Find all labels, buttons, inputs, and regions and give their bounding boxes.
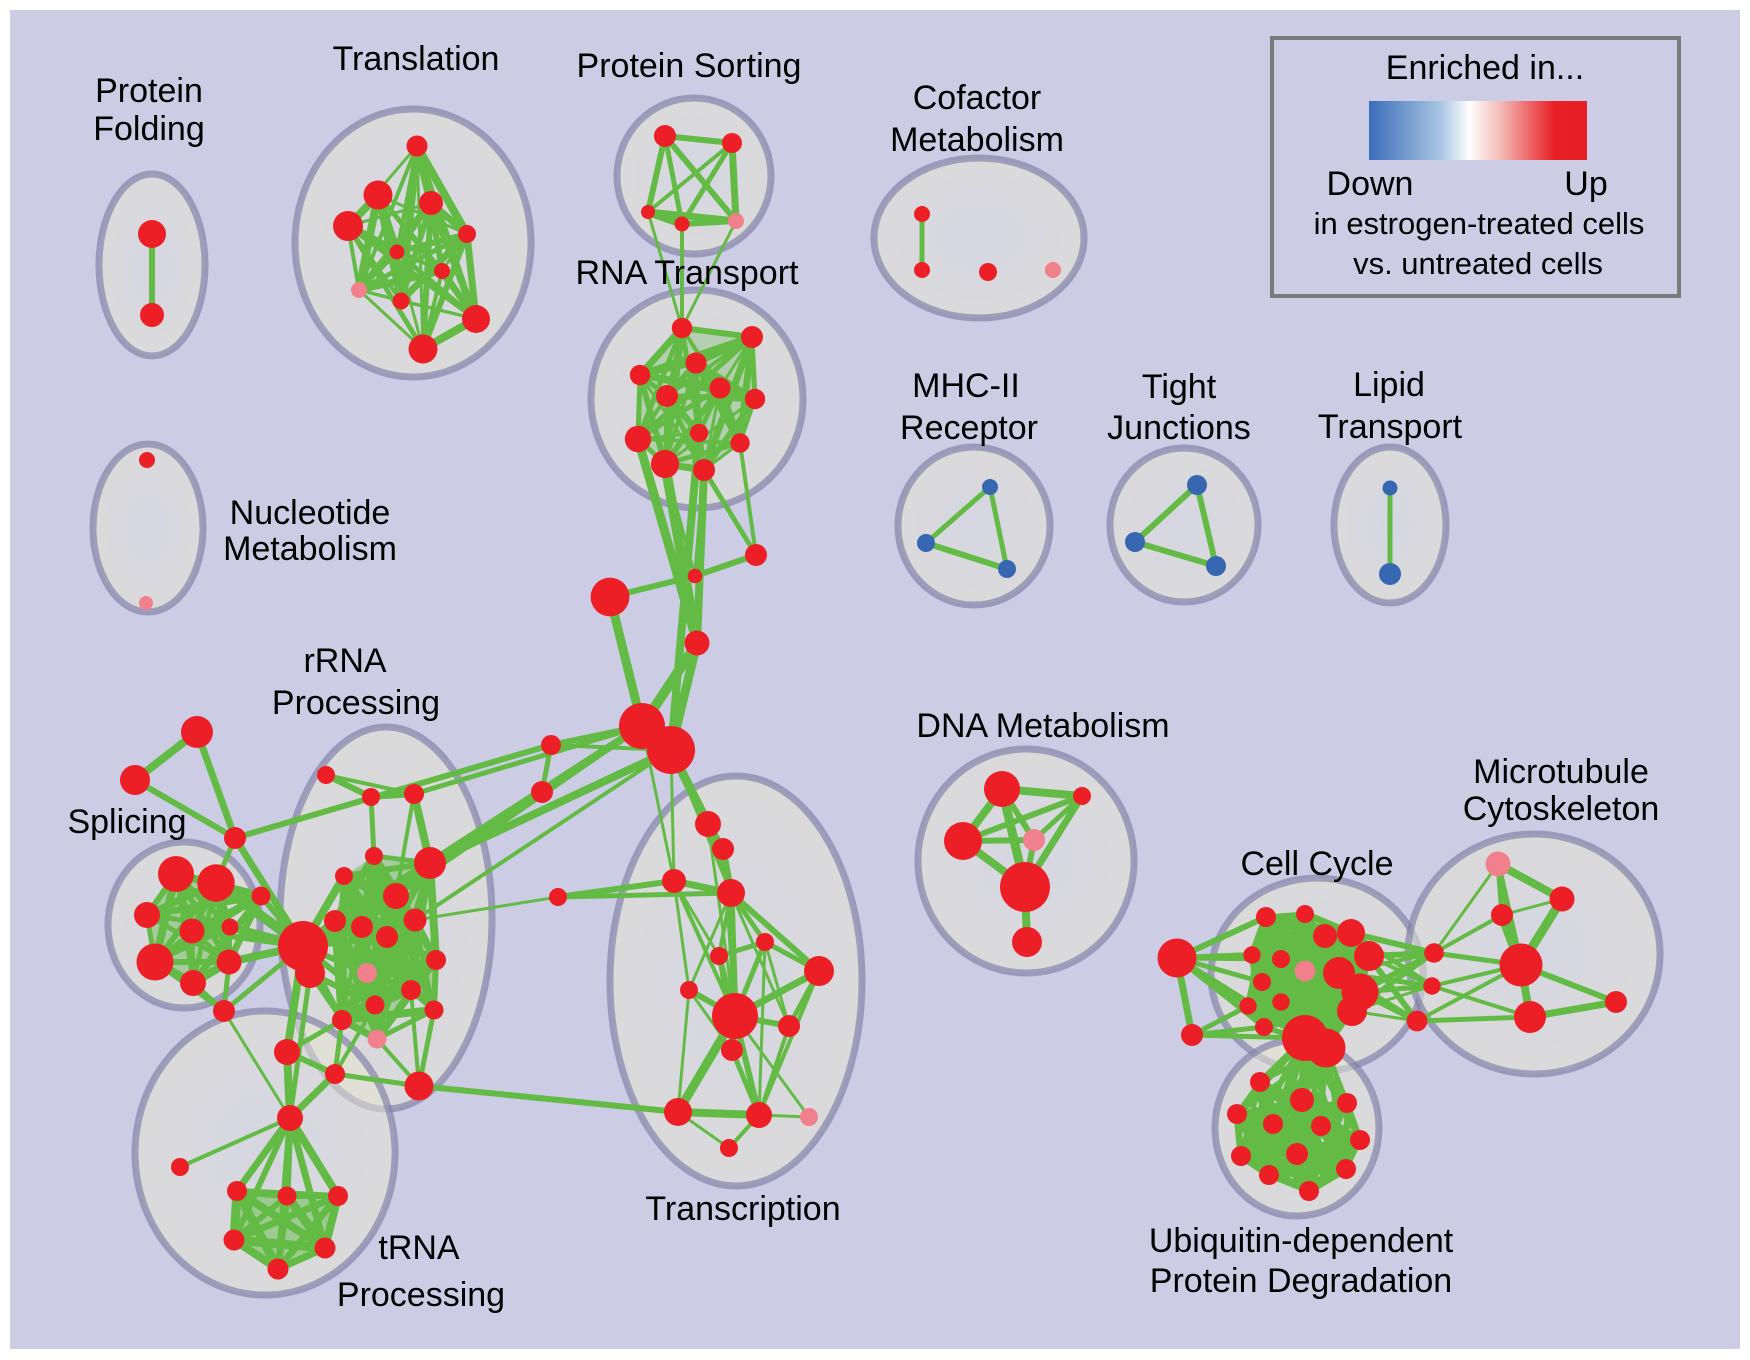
svg-text:Processing: Processing xyxy=(337,1276,505,1314)
svg-text:Translation: Translation xyxy=(333,40,500,78)
svg-text:Lipid: Lipid xyxy=(1353,366,1425,404)
svg-text:Cell Cycle: Cell Cycle xyxy=(1240,845,1393,883)
svg-text:rRNA: rRNA xyxy=(303,642,386,680)
svg-text:tRNA: tRNA xyxy=(378,1229,460,1267)
svg-text:DNA Metabolism: DNA Metabolism xyxy=(916,707,1169,745)
svg-text:Receptor: Receptor xyxy=(900,409,1038,447)
svg-text:Metabolism: Metabolism xyxy=(890,121,1064,159)
svg-text:MHC-II: MHC-II xyxy=(912,367,1020,405)
svg-text:Protein Sorting: Protein Sorting xyxy=(577,47,802,85)
svg-text:Enriched in...: Enriched in... xyxy=(1386,49,1584,87)
svg-text:Tight: Tight xyxy=(1142,368,1217,406)
svg-text:Splicing: Splicing xyxy=(67,803,186,841)
svg-text:Folding: Folding xyxy=(93,110,205,148)
svg-text:Up: Up xyxy=(1564,165,1607,203)
svg-text:Transcription: Transcription xyxy=(645,1190,840,1228)
svg-text:Ubiquitin-dependent: Ubiquitin-dependent xyxy=(1149,1222,1454,1260)
svg-text:RNA Transport: RNA Transport xyxy=(576,254,800,292)
svg-text:Transport: Transport xyxy=(1318,408,1463,446)
svg-text:Processing: Processing xyxy=(272,684,440,722)
svg-text:Metabolism: Metabolism xyxy=(223,530,397,568)
svg-text:in estrogen-treated cells: in estrogen-treated cells xyxy=(1314,206,1645,241)
svg-text:Microtubule: Microtubule xyxy=(1473,753,1649,791)
svg-text:Cofactor: Cofactor xyxy=(913,79,1042,117)
svg-text:Down: Down xyxy=(1327,165,1414,203)
svg-text:Cytoskeleton: Cytoskeleton xyxy=(1463,790,1660,828)
svg-text:vs. untreated cells: vs. untreated cells xyxy=(1353,246,1603,281)
svg-text:Nucleotide: Nucleotide xyxy=(230,494,391,532)
svg-text:Protein: Protein xyxy=(95,72,203,110)
svg-text:Junctions: Junctions xyxy=(1107,409,1251,447)
svg-text:Protein Degradation: Protein Degradation xyxy=(1150,1262,1452,1300)
